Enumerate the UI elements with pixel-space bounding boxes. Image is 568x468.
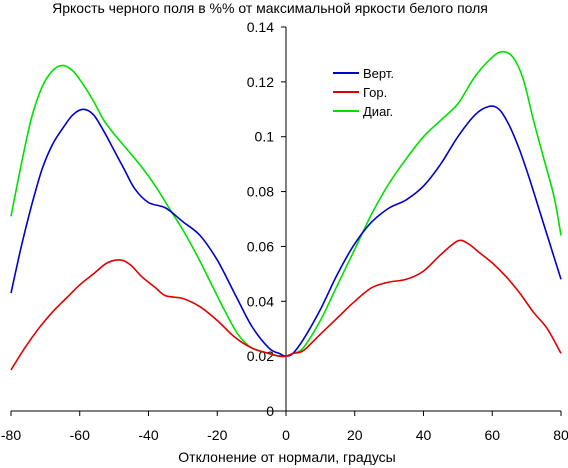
x-tick-label: 0	[282, 427, 290, 443]
x-tick-label: 40	[416, 427, 432, 443]
chart-title: Яркость черного поля в %% от максимально…	[52, 0, 488, 16]
x-tick-label: -40	[138, 427, 158, 443]
x-tick-label: -60	[70, 427, 90, 443]
series-line-hor	[10, 239, 562, 371]
legend-label-diag: Диаг.	[363, 104, 393, 119]
x-tick-label: -20	[207, 427, 227, 443]
legend: Верт. Гор. Диаг.	[333, 66, 394, 119]
y-tick-label: 0.02	[247, 348, 274, 364]
x-tick-label: 60	[484, 427, 500, 443]
y-tick-label: 0.14	[247, 19, 274, 35]
y-tick-label: 0.1	[255, 129, 275, 145]
y-tick-label: 0.04	[247, 293, 274, 309]
x-tick-label: 80	[553, 427, 568, 443]
axes: 0 0.02 0.04 0.06 0.08 0.1 0.12 0.14 -80 -60 -40 -20…	[1, 19, 568, 443]
y-tick-label: 0	[266, 403, 274, 419]
y-tick-label: 0.08	[247, 184, 274, 200]
y-tick-label: 0.06	[247, 238, 274, 254]
x-tick-label: 20	[347, 427, 363, 443]
series-line-vert	[10, 105, 562, 357]
y-tick-label: 0.12	[247, 74, 274, 90]
x-axis-label: Отклонение от нормали, градусы	[178, 449, 395, 465]
legend-label-hor: Гор.	[363, 85, 387, 100]
series-lines	[10, 50, 562, 371]
legend-label-vert: Верт.	[363, 66, 394, 81]
x-tick-label: -80	[1, 427, 21, 443]
